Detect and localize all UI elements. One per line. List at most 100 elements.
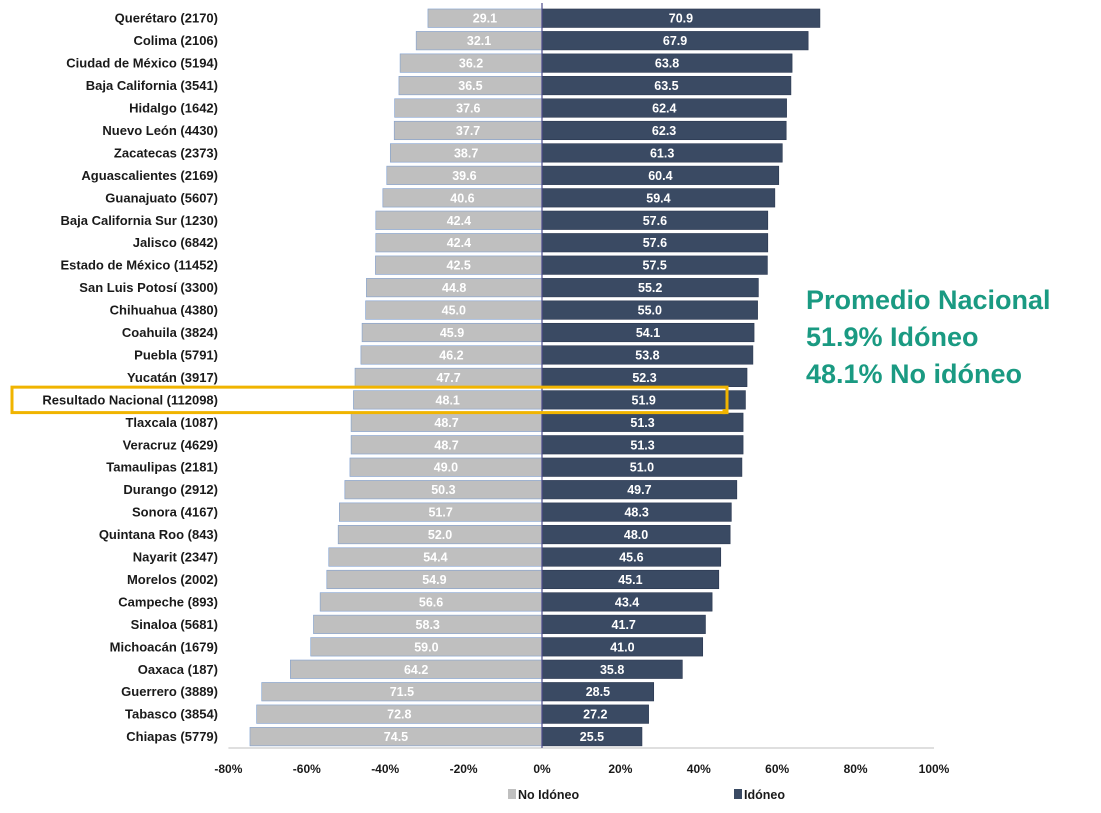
- data-label-idoneo: 51.0: [630, 461, 654, 475]
- category-label: Michoacán (1679): [110, 639, 218, 654]
- highlight-box: [10, 385, 729, 415]
- data-label-idoneo: 63.5: [654, 79, 678, 93]
- x-tick-label: 60%: [765, 762, 789, 776]
- x-tick-label: -60%: [293, 762, 321, 776]
- category-label: Coahuila (3824): [122, 325, 218, 340]
- data-label-no-idoneo: 46.2: [439, 348, 463, 362]
- data-label-idoneo: 70.9: [669, 12, 693, 26]
- legend-label: Idóneo: [744, 788, 785, 802]
- data-label-no-idoneo: 74.5: [384, 730, 408, 744]
- data-label-no-idoneo: 64.2: [404, 663, 428, 677]
- category-label: Resultado Nacional (112098): [42, 392, 218, 407]
- category-label: Oaxaca (187): [138, 662, 218, 677]
- data-label-no-idoneo: 48.7: [434, 438, 458, 452]
- x-tick-label: 0%: [533, 762, 551, 776]
- annotation-line-3: 48.1% No idóneo: [806, 359, 1023, 389]
- annotation-line-1: Promedio Nacional: [806, 285, 1051, 315]
- category-label: Baja California Sur (1230): [61, 213, 219, 228]
- category-label: Tamaulipas (2181): [106, 460, 218, 475]
- data-label-no-idoneo: 54.9: [422, 573, 446, 587]
- category-label: Sonora (4167): [132, 505, 218, 520]
- data-label-idoneo: 67.9: [663, 34, 687, 48]
- data-label-idoneo: 51.9: [632, 393, 656, 407]
- data-label-no-idoneo: 42.4: [447, 236, 471, 250]
- data-label-no-idoneo: 50.3: [431, 483, 455, 497]
- category-label: Tlaxcala (1087): [125, 415, 218, 430]
- data-label-idoneo: 48.3: [624, 506, 648, 520]
- data-label-no-idoneo: 45.9: [440, 326, 464, 340]
- data-label-idoneo: 62.3: [652, 124, 676, 138]
- data-label-no-idoneo: 59.0: [414, 640, 438, 654]
- data-label-idoneo: 62.4: [652, 102, 676, 116]
- data-label-no-idoneo: 58.3: [416, 618, 440, 632]
- data-label-idoneo: 28.5: [586, 685, 610, 699]
- category-label: Sinaloa (5681): [131, 617, 218, 632]
- data-label-no-idoneo: 32.1: [467, 34, 491, 48]
- data-label-no-idoneo: 48.7: [434, 416, 458, 430]
- category-label: Ciudad de México (5194): [66, 56, 218, 71]
- category-label: Querétaro (2170): [115, 11, 218, 26]
- category-label: Campeche (893): [118, 594, 218, 609]
- legend: No Idóneo Idóneo: [508, 788, 785, 802]
- category-label: Guanajuato (5607): [105, 190, 218, 205]
- data-label-idoneo: 57.6: [643, 214, 667, 228]
- highlight: [10, 385, 729, 415]
- data-label-idoneo: 45.6: [619, 551, 643, 565]
- data-label-idoneo: 51.3: [630, 416, 654, 430]
- legend-label: No Idóneo: [518, 788, 579, 802]
- data-label-no-idoneo: 72.8: [387, 708, 411, 722]
- category-label: Zacatecas (2373): [114, 145, 218, 160]
- data-label-no-idoneo: 42.5: [447, 259, 471, 273]
- data-label-idoneo: 55.2: [638, 281, 662, 295]
- data-label-idoneo: 25.5: [580, 730, 604, 744]
- data-label-idoneo: 52.3: [632, 371, 656, 385]
- data-label-no-idoneo: 47.7: [436, 371, 460, 385]
- data-label-idoneo: 43.4: [615, 595, 639, 609]
- x-tick-label: -40%: [371, 762, 399, 776]
- data-label-idoneo: 35.8: [600, 663, 624, 677]
- category-label: Colima (2106): [133, 33, 218, 48]
- x-tick-label: -20%: [450, 762, 478, 776]
- category-label: Tabasco (3854): [125, 707, 218, 722]
- data-label-idoneo: 61.3: [650, 146, 674, 160]
- data-label-no-idoneo: 40.6: [450, 191, 474, 205]
- category-label: Aguascalientes (2169): [81, 168, 218, 183]
- data-label-no-idoneo: 29.1: [473, 12, 497, 26]
- national-average-annotation: Promedio Nacional 51.9% Idóneo 48.1% No …: [806, 282, 1051, 393]
- category-label: Hidalgo (1642): [129, 101, 218, 116]
- category-label: San Luis Potosí (3300): [79, 280, 218, 295]
- category-label: Chiapas (5779): [126, 729, 218, 744]
- category-label: Nayarit (2347): [133, 550, 218, 565]
- data-label-no-idoneo: 39.6: [452, 169, 476, 183]
- data-label-idoneo: 49.7: [627, 483, 651, 497]
- data-label-no-idoneo: 71.5: [390, 685, 414, 699]
- data-label-idoneo: 63.8: [655, 57, 679, 71]
- category-label: Jalisco (6842): [133, 235, 218, 250]
- data-label-idoneo: 57.5: [643, 259, 667, 273]
- data-label-no-idoneo: 45.0: [442, 304, 466, 318]
- x-tick-label: 40%: [687, 762, 711, 776]
- legend-swatch: [508, 789, 516, 799]
- category-label: Yucatán (3917): [127, 370, 218, 385]
- category-label: Puebla (5791): [134, 347, 218, 362]
- data-label-idoneo: 55.0: [638, 304, 662, 318]
- category-label: Durango (2912): [123, 482, 218, 497]
- data-label-no-idoneo: 51.7: [428, 506, 452, 520]
- category-label: Veracruz (4629): [123, 437, 218, 452]
- data-label-idoneo: 54.1: [636, 326, 660, 340]
- data-label-no-idoneo: 36.2: [459, 57, 483, 71]
- data-label-no-idoneo: 37.7: [456, 124, 480, 138]
- category-label: Nuevo León (4430): [102, 123, 218, 138]
- category-label: Morelos (2002): [127, 572, 218, 587]
- category-label: Guerrero (3889): [121, 684, 218, 699]
- data-label-idoneo: 45.1: [618, 573, 642, 587]
- data-label-no-idoneo: 56.6: [419, 595, 443, 609]
- data-label-no-idoneo: 48.1: [436, 393, 460, 407]
- data-label-no-idoneo: 38.7: [454, 146, 478, 160]
- x-tick-label: 20%: [608, 762, 632, 776]
- category-labels: Querétaro (2170) Colima (2106) Ciudad de M…: [42, 11, 218, 744]
- annotation-line-2: 51.9% Idóneo: [806, 322, 979, 352]
- data-label-no-idoneo: 42.4: [447, 214, 471, 228]
- data-label-no-idoneo: 49.0: [434, 461, 458, 475]
